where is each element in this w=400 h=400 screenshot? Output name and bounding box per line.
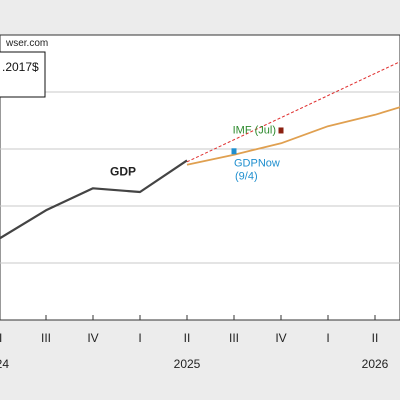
x-tick-label-4: II	[184, 331, 191, 345]
watermark-text: wser.com	[5, 38, 48, 49]
series-line-0	[0, 159, 188, 240]
series-annotation-0: GDP	[110, 164, 136, 178]
marker-0	[278, 127, 284, 134]
x-tick-label-7: I	[326, 331, 329, 345]
marker-layer	[231, 127, 284, 155]
grid-lines	[0, 91, 400, 264]
x-tick-label-8: II	[372, 331, 379, 345]
gdpnow-sublabel: (9/4)	[235, 170, 258, 182]
x-tick-label-1: III	[41, 331, 51, 345]
x-year-label-0: 024	[0, 357, 9, 371]
label-layer: IMF (Jul) GDPNow(9/4) GDP	[110, 124, 280, 182]
x-tick-label-0: II	[0, 331, 2, 345]
legend-box	[0, 51, 46, 98]
plot-area	[0, 34, 400, 321]
x-year-label-2: 2026	[362, 357, 389, 371]
x-tick-label-5: III	[229, 331, 239, 345]
series-layer	[0, 61, 400, 240]
x-tick-label-3: I	[138, 331, 141, 345]
x-tick-label-2: IV	[87, 331, 98, 345]
x-tick-label-6: IV	[275, 331, 286, 345]
series-line-1	[186, 106, 400, 166]
gdpnow-label: GDPNow	[234, 157, 280, 169]
series-line-2	[186, 61, 400, 163]
legend-text: .2017$	[2, 60, 39, 74]
imf-label: IMF (Jul)	[233, 124, 276, 136]
x-year-label-1: 2025	[174, 357, 201, 371]
marker-1	[231, 148, 237, 155]
x-axis-ticks: IIIIIIVIIIIIIIVIIII02420252026	[0, 315, 389, 371]
